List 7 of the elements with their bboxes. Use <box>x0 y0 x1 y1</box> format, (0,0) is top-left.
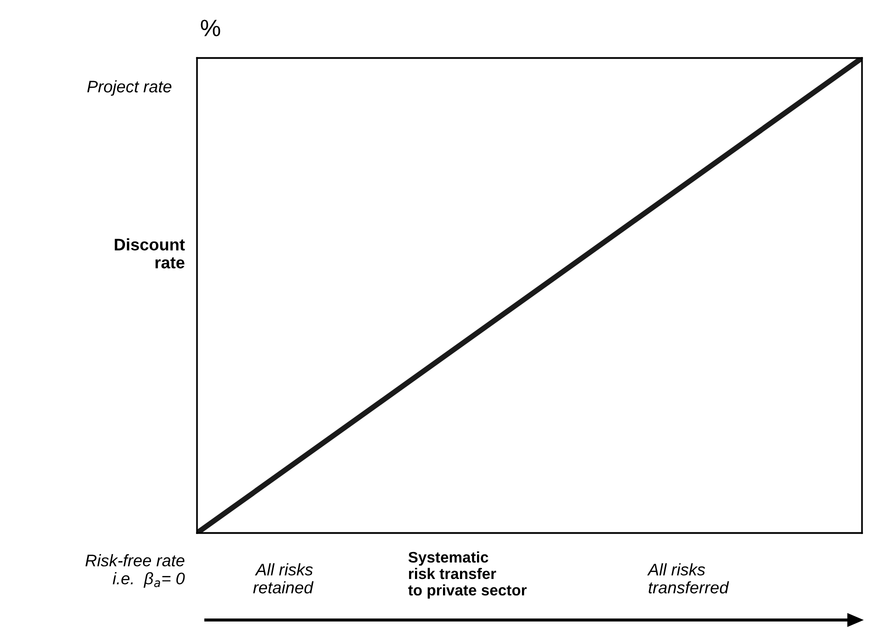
annotation: Project rate <box>87 80 172 96</box>
text: All risks transferred <box>647 563 730 594</box>
text: Risk-free rate i.e. β$_{a}$= 0 <box>85 554 185 588</box>
x-axis-title: Systematic risk transfer to private sector <box>408 551 527 599</box>
y-axis-title: Discount rate <box>114 238 185 268</box>
text: All risks retained <box>253 563 314 594</box>
text: % <box>200 20 220 36</box>
